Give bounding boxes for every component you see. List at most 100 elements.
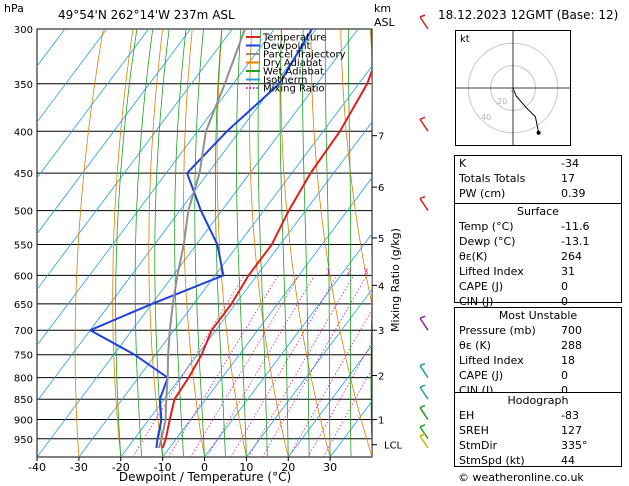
wet-adiabat — [115, 29, 138, 457]
pressure-tick-label: 300 — [14, 25, 33, 36]
isotherm-line — [37, 29, 233, 291]
wind-barb-flag — [419, 424, 426, 428]
x-tick-label: 0 — [201, 461, 208, 474]
wind-barb-flag — [419, 362, 426, 367]
dry-adiabat — [183, 29, 205, 457]
pressure-tick-label: 450 — [14, 169, 33, 180]
pressure-tick-label: 900 — [14, 416, 33, 427]
wet-adiabat — [279, 29, 289, 457]
x-axis-label: Dewpoint / Temperature (°C) — [119, 470, 291, 484]
datetime-title: 18.12.2023 12GMT (Base: 12) — [438, 8, 619, 22]
wet-adiabat — [134, 29, 154, 457]
legend-label: Mixing Ratio — [263, 84, 325, 95]
pressure-tick-label: 700 — [14, 326, 33, 337]
legend-label: Dry Adiabat — [263, 58, 322, 69]
wind-barb — [419, 198, 429, 212]
most-unstable-title: Most Unstable — [498, 309, 578, 322]
index-row: Totals Totals 17 — [459, 172, 575, 185]
km-tick-label: LCL — [384, 441, 403, 452]
wind-barb-flag — [419, 116, 426, 120]
surface-title: Surface — [517, 205, 559, 218]
hodograph-trace — [512, 87, 540, 133]
mixing-ratio-label: 10 — [428, 267, 438, 276]
hodograph-ring-label: 20 — [497, 97, 507, 106]
km-tick-label: 4 — [378, 281, 384, 292]
index-row: K -34 — [459, 157, 579, 170]
wind-barb — [419, 426, 429, 440]
series-dewpoint — [87, 29, 313, 449]
x-tick-label: 20 — [281, 461, 295, 474]
pressure-tick-label: 400 — [14, 127, 33, 138]
hodograph-title: Hodograph — [507, 394, 569, 407]
pressure-tick-label: 800 — [14, 374, 33, 385]
isotherm-line — [37, 29, 359, 457]
hodograph-unit-label: kt — [460, 34, 470, 45]
surface-row: θε(K) 264 — [459, 250, 582, 263]
km-label: km — [374, 2, 392, 15]
wet-adiabat — [174, 29, 187, 457]
isotherm-line — [246, 288, 372, 457]
mixing-ratio-line — [230, 275, 338, 457]
mixing-ratio-line — [322, 367, 372, 457]
isotherm-line — [37, 29, 191, 235]
pressure-tick-label: 350 — [14, 80, 33, 91]
hodograph-row: EH -83 — [459, 409, 579, 422]
mixing-ratio-line — [307, 341, 372, 457]
mixing-ratio-line — [288, 308, 372, 457]
isotherm-line — [37, 29, 108, 123]
surface-table: Surface Temp (°C) -11.6 Dewp (°C) -13.1 θε… — [454, 203, 622, 308]
wind-barb — [419, 407, 429, 420]
isotherm-line — [287, 344, 372, 457]
wet-adiabat — [347, 29, 352, 457]
wind-barb-flag — [419, 384, 426, 388]
km-tick-label: 5 — [378, 234, 384, 245]
legend-label: Isotherm — [263, 75, 307, 86]
dry-adiabat — [112, 29, 134, 457]
mixing-ratio-label: 1 — [326, 267, 331, 276]
pressure-tick-label: 650 — [14, 300, 33, 311]
wind-barb-flag — [419, 14, 426, 18]
isotherm-line — [37, 29, 317, 402]
surface-row: Dewp (°C) -13.1 — [459, 235, 590, 248]
wind-barb — [419, 118, 429, 132]
wind-barb-flag — [419, 195, 426, 200]
mixing-ratio-line — [262, 275, 368, 457]
x-tick-label: 10 — [239, 461, 253, 474]
hodograph-endpoint — [536, 130, 541, 135]
hodograph-ring-label: 40 — [481, 113, 491, 122]
km-tick-label: 2 — [378, 371, 384, 382]
most-unstable-row: θε (K) 288 — [459, 339, 582, 352]
dry-adiabat — [216, 29, 247, 457]
pressure-tick-label: 850 — [14, 395, 33, 406]
copyright-link[interactable]: © weatheronline.co.uk — [458, 471, 584, 484]
legend-label: Parcel Trajectory — [263, 50, 346, 61]
wind-barb — [419, 317, 429, 331]
hodograph-table: Hodograph EH -83 SREH 127 StmDir 335° StmSp… — [454, 392, 622, 467]
series-temperature — [161, 67, 372, 449]
wet-adiabat — [257, 29, 268, 457]
surface-row: Temp (°C) -11.6 — [459, 220, 590, 233]
x-tick-label: 30 — [323, 461, 337, 474]
mixing-ratio-line — [168, 275, 279, 457]
isotherm-line — [78, 65, 372, 457]
wind-barb-flag — [419, 315, 426, 319]
x-tick-label: -40 — [28, 461, 46, 474]
isotherm-line — [204, 232, 372, 457]
wet-adiabat — [302, 29, 310, 457]
mixing-ratio-line — [132, 275, 245, 457]
x-tick-label: -30 — [70, 461, 88, 474]
km-tick-label: 3 — [378, 326, 384, 337]
mixing-ratio-label: 3 — [363, 267, 368, 276]
isotherm-line — [37, 29, 149, 179]
most-unstable-row: Pressure (mb) 700 — [459, 324, 582, 337]
hpa-label: hPa — [4, 2, 24, 15]
dry-adiabat — [310, 29, 372, 457]
mixing-ratio-label: 2 — [347, 267, 352, 276]
mixing-ratio-label: 8 — [414, 267, 419, 276]
wet-adiabat — [215, 29, 226, 457]
series-parcel-trajectory — [157, 29, 246, 449]
wind-barb — [419, 365, 429, 379]
wind-barb-flag — [419, 433, 426, 437]
wet-adiabat — [194, 29, 205, 457]
